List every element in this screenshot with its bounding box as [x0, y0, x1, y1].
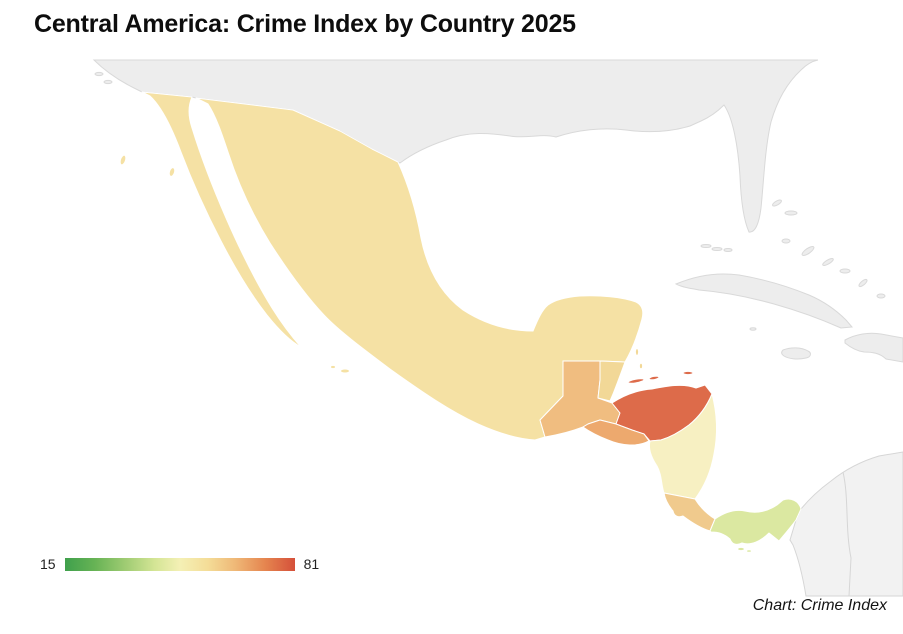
context-south-america: [789, 451, 903, 597]
country-panama-islands: [737, 546, 752, 553]
country-panama[interactable]: [709, 498, 802, 545]
country-costa-rica[interactable]: [663, 492, 716, 532]
context-channel-island: [94, 71, 104, 77]
country-nicaragua[interactable]: [648, 393, 717, 500]
country-honduras-bay-islands: [627, 370, 694, 384]
country-el-salvador[interactable]: [582, 419, 650, 446]
country-belize-cayes: [634, 348, 644, 370]
page-title: Central America: Crime Index by Country …: [34, 10, 576, 38]
context-land-group: [92, 59, 903, 597]
choropleth-countries-group: [119, 91, 802, 553]
legend-min-label: 15: [40, 556, 56, 572]
context-bahamas: [772, 199, 886, 299]
legend-gradient-bar: [64, 557, 295, 571]
country-mexico[interactable]: [195, 97, 644, 441]
context-cayman: [749, 327, 757, 331]
country-mexico-islands: [119, 154, 350, 374]
context-usa: [92, 59, 819, 233]
chart-source-caption: Chart: Crime Index: [752, 597, 887, 614]
context-florida-keys: [711, 247, 723, 251]
legend-max-label: 81: [303, 556, 320, 572]
context-jamaica: [781, 347, 811, 360]
context-south-america-border: [842, 471, 852, 597]
context-florida-keys: [700, 244, 712, 248]
context-florida-keys: [723, 248, 733, 252]
country-mexico-baja[interactable]: [141, 91, 302, 348]
country-belize[interactable]: [597, 360, 626, 402]
color-scale-legend: 15 81: [40, 556, 319, 572]
context-hispaniola: [844, 332, 903, 363]
context-channel-island: [103, 79, 113, 85]
context-cuba: [674, 273, 854, 329]
